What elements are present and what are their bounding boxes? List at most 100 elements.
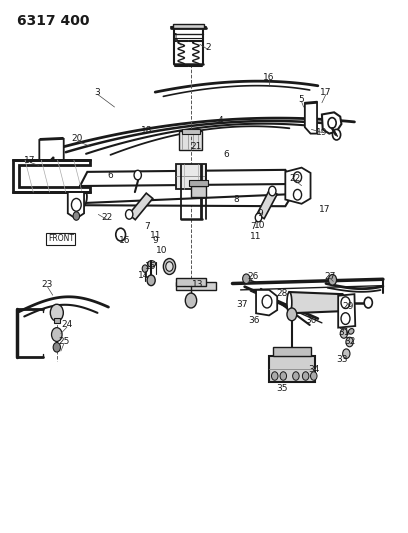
Text: 15: 15 [144, 262, 156, 271]
Circle shape [268, 186, 276, 196]
Circle shape [126, 209, 133, 219]
Polygon shape [289, 292, 342, 313]
Text: 20: 20 [71, 134, 83, 143]
Text: 31: 31 [338, 328, 350, 337]
Text: 27: 27 [324, 272, 336, 280]
Circle shape [45, 141, 60, 160]
Polygon shape [129, 193, 153, 220]
Bar [173, 24, 204, 28]
Bar [176, 278, 206, 286]
Text: 28: 28 [276, 288, 288, 297]
Circle shape [364, 297, 373, 308]
Text: 36: 36 [248, 316, 260, 325]
Circle shape [343, 349, 350, 359]
Text: 13: 13 [192, 280, 203, 289]
Bar [182, 130, 200, 134]
Polygon shape [68, 192, 84, 219]
Text: 30: 30 [305, 316, 316, 325]
Text: 16: 16 [263, 72, 275, 82]
Circle shape [271, 372, 278, 380]
Ellipse shape [147, 261, 155, 267]
Ellipse shape [77, 187, 87, 207]
Polygon shape [257, 190, 277, 219]
Text: 11: 11 [149, 231, 161, 240]
Text: 19: 19 [316, 128, 328, 137]
Circle shape [134, 170, 142, 180]
Text: 21: 21 [190, 142, 202, 151]
Circle shape [293, 172, 302, 182]
Text: 32: 32 [345, 337, 356, 346]
Polygon shape [285, 167, 310, 204]
Text: 3: 3 [95, 87, 100, 96]
Circle shape [280, 372, 286, 380]
Ellipse shape [286, 175, 295, 193]
Text: 17: 17 [320, 87, 332, 96]
Circle shape [243, 274, 250, 284]
Circle shape [116, 228, 126, 241]
Ellipse shape [340, 294, 345, 311]
Text: 17: 17 [24, 156, 36, 165]
Circle shape [328, 118, 336, 128]
Text: 26: 26 [247, 272, 259, 280]
Polygon shape [175, 282, 216, 290]
Circle shape [293, 372, 299, 380]
Text: 22: 22 [289, 174, 301, 183]
Text: 25: 25 [58, 337, 69, 346]
Circle shape [340, 329, 348, 338]
Circle shape [302, 372, 309, 380]
Circle shape [71, 198, 81, 211]
Text: 16: 16 [119, 237, 131, 246]
Text: 1: 1 [173, 34, 178, 43]
Bar [189, 180, 208, 185]
Text: 29: 29 [342, 302, 354, 311]
Text: 14: 14 [138, 271, 149, 279]
Polygon shape [39, 139, 64, 161]
Text: 9: 9 [257, 209, 263, 218]
Text: 35: 35 [276, 384, 288, 393]
Ellipse shape [166, 262, 173, 271]
Polygon shape [80, 170, 293, 206]
Ellipse shape [287, 292, 292, 313]
Circle shape [333, 130, 341, 140]
Text: 8: 8 [234, 195, 239, 204]
Circle shape [328, 274, 337, 285]
Text: 24: 24 [61, 320, 73, 329]
Text: 5: 5 [299, 95, 304, 104]
Circle shape [49, 146, 56, 155]
Text: 23: 23 [42, 280, 53, 289]
Polygon shape [13, 160, 90, 192]
Text: 9: 9 [152, 237, 158, 246]
Text: 7: 7 [250, 222, 256, 231]
Circle shape [51, 328, 62, 342]
Text: 6: 6 [108, 171, 113, 180]
Bar [179, 132, 202, 150]
Text: 10: 10 [156, 246, 167, 255]
Text: 18: 18 [141, 126, 153, 135]
Circle shape [341, 297, 350, 309]
Text: 10: 10 [254, 221, 266, 230]
Circle shape [262, 295, 272, 308]
Circle shape [293, 189, 302, 200]
Ellipse shape [163, 259, 175, 274]
Polygon shape [305, 103, 317, 134]
Text: 17: 17 [319, 205, 330, 214]
Text: 6: 6 [224, 150, 229, 159]
Circle shape [142, 265, 148, 272]
Bar [273, 348, 310, 356]
Polygon shape [256, 290, 277, 316]
Text: 34: 34 [308, 365, 319, 374]
Text: FRONT: FRONT [48, 235, 74, 244]
Text: 2: 2 [205, 43, 211, 52]
Polygon shape [322, 112, 341, 134]
Circle shape [50, 304, 63, 321]
Polygon shape [338, 294, 355, 328]
Bar [175, 164, 206, 189]
Circle shape [341, 313, 350, 325]
Bar [269, 356, 315, 382]
Circle shape [53, 343, 60, 352]
Text: 6317 400: 6317 400 [17, 14, 89, 28]
Circle shape [185, 293, 197, 308]
Bar [191, 185, 206, 197]
Circle shape [346, 337, 353, 347]
Circle shape [255, 213, 262, 222]
